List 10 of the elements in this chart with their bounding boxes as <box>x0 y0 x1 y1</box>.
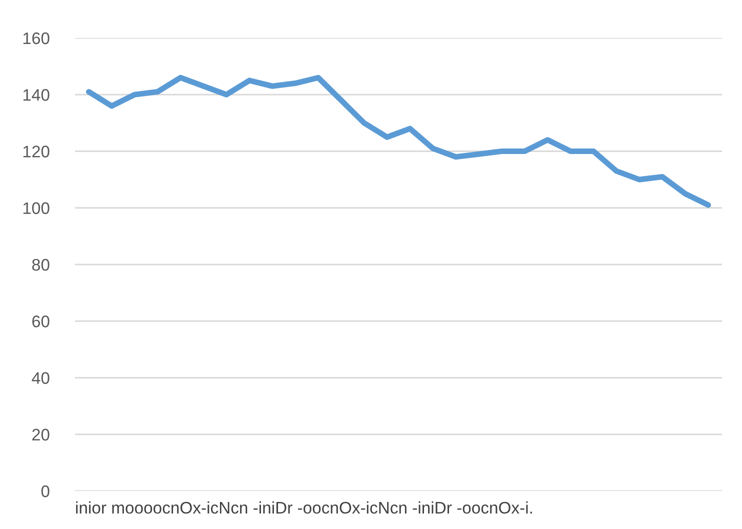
y-tick-label: 160 <box>23 32 50 44</box>
y-tick-label: 100 <box>23 202 50 214</box>
y-tick-label: 80 <box>32 258 50 271</box>
y-tick-label: 140 <box>23 89 50 101</box>
y-tick-label: 0 <box>41 485 50 498</box>
x-axis-title: inior moooocnOx-icNcn -iniDr -oocnOx-icNcn -iniDr -oocnOx-i. <box>76 501 532 514</box>
y-tick-label: 120 <box>23 146 50 158</box>
y-tick-label: 40 <box>32 372 50 384</box>
y-tick-label: 60 <box>32 316 50 328</box>
y-tick-label: 20 <box>32 428 50 441</box>
